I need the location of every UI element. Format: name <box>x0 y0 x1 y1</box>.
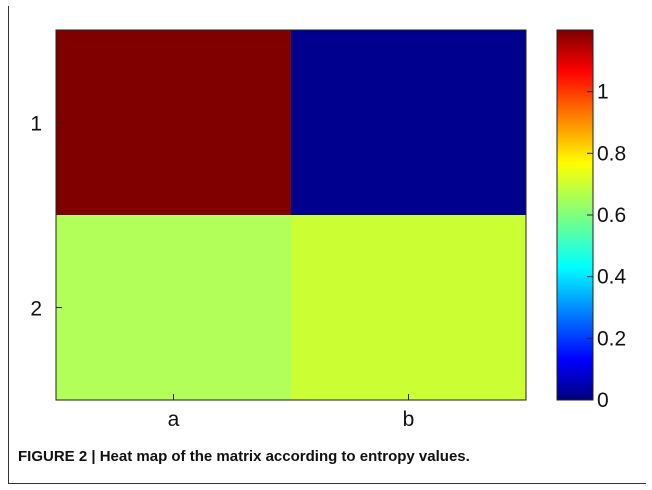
heatmap-cell-2-a <box>56 215 291 400</box>
plot-border <box>55 29 527 401</box>
colorbar-tick-label: 0.4 <box>597 266 627 289</box>
colorbar-tick-label: 0 <box>597 389 609 412</box>
x-tick-label: a <box>168 408 180 431</box>
colorbar-ticks: 0 0.2 0.4 0.6 0.8 1 <box>587 81 627 412</box>
heatmap-cell-1-a <box>56 30 291 215</box>
colorbar-tick-label: 0.2 <box>597 327 626 350</box>
heatmap-cell-1-b <box>291 30 526 215</box>
figure-frame <box>8 6 646 484</box>
colorbar-tick-label: 0.6 <box>597 204 626 227</box>
heatmap-cells <box>55 29 527 401</box>
heatmap-cell-2-b <box>291 215 526 400</box>
x-tick-label: b <box>403 408 415 431</box>
y-tick-label: 1 <box>30 113 42 136</box>
y-axis-ticks: 12 <box>30 113 62 321</box>
colorbar-tick-label: 0.8 <box>597 142 626 165</box>
y-tick-label: 2 <box>30 298 42 321</box>
colorbar-tick-label: 1 <box>597 81 609 104</box>
figure-caption: FIGURE 2 | Heat map of the matrix accord… <box>18 448 470 465</box>
